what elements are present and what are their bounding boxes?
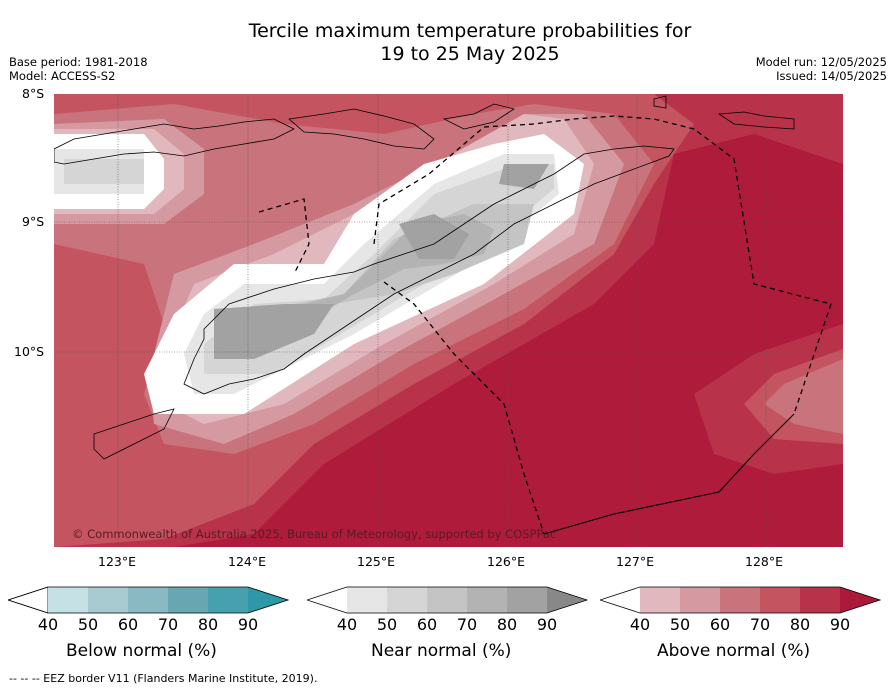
lon-label-127e: 127°E [616, 554, 655, 569]
below-tick-40: 40 [38, 615, 58, 634]
below-normal-label: Below normal (%) [66, 641, 217, 661]
rote-coastline [93, 408, 175, 460]
alor-coastline [288, 108, 435, 150]
graticule [54, 94, 843, 547]
lat-label-9s: 9°S [22, 214, 45, 229]
model-name: Model: ACCESS-S2 [9, 69, 116, 83]
probability-map: © Commonwealth of Australia 2025, Bureau… [54, 94, 843, 547]
below-tick-60: 60 [118, 615, 138, 634]
lon-label-128e: 128°E [745, 554, 784, 569]
below-tick-50: 50 [78, 615, 98, 634]
wetar-coastline [442, 103, 515, 130]
near-tick-70: 70 [457, 615, 477, 634]
lon-label-125e: 125°E [357, 554, 396, 569]
above-tick-40: 40 [630, 615, 650, 634]
lon-label-124e: 124°E [228, 554, 267, 569]
lon-label-126e: 126°E [487, 554, 526, 569]
above-tick-90: 90 [830, 615, 850, 634]
near-tick-40: 40 [337, 615, 357, 634]
eez-solid-segment [543, 413, 795, 535]
above-tick-50: 50 [670, 615, 690, 634]
lat-label-10s: 10°S [14, 344, 45, 359]
below-tick-80: 80 [198, 615, 218, 634]
above-normal-60-east [764, 359, 843, 434]
eastern-islands-coastline [653, 95, 795, 130]
near-normal-label: Near normal (%) [371, 641, 512, 661]
below-tick-70: 70 [158, 615, 178, 634]
eez-border [258, 115, 832, 535]
copyright-notice: © Commonwealth of Australia 2025, Bureau… [72, 527, 556, 541]
near-tick-60: 60 [417, 615, 437, 634]
above-normal-label: Above normal (%) [657, 641, 811, 661]
issued-date: Issued: 14/05/2025 [776, 69, 887, 83]
above-tick-60: 60 [710, 615, 730, 634]
near-tick-90: 90 [537, 615, 557, 634]
eez-footer-note: -- -- -- EEZ border V11 (Flanders Marine… [9, 672, 318, 685]
model-run: Model run: 12/05/2025 [755, 55, 887, 69]
near-normal-80-region [214, 164, 549, 359]
title-line-1: Tercile maximum temperature probabilitie… [248, 20, 692, 42]
lon-label-123e: 123°E [98, 554, 137, 569]
title-line-2: 19 to 25 May 2025 [380, 43, 560, 65]
coastlines [54, 95, 795, 460]
near-normal-colorbar: 40 50 60 70 80 90 [307, 586, 589, 634]
timor-coastline [183, 145, 675, 395]
below-tick-90: 90 [238, 615, 258, 634]
near-normal-50-region [64, 159, 554, 374]
lat-label-8s: 8°S [22, 86, 45, 101]
flores-coastline [54, 118, 295, 165]
near-tick-50: 50 [377, 615, 397, 634]
below-normal-colorbar: 40 50 60 70 80 90 [8, 586, 290, 634]
above-tick-80: 80 [790, 615, 810, 634]
above-tick-70: 70 [750, 615, 770, 634]
base-period: Base period: 1981-2018 [9, 55, 148, 69]
above-normal-colorbar: 40 50 60 70 80 90 [600, 586, 882, 634]
near-tick-80: 80 [497, 615, 517, 634]
